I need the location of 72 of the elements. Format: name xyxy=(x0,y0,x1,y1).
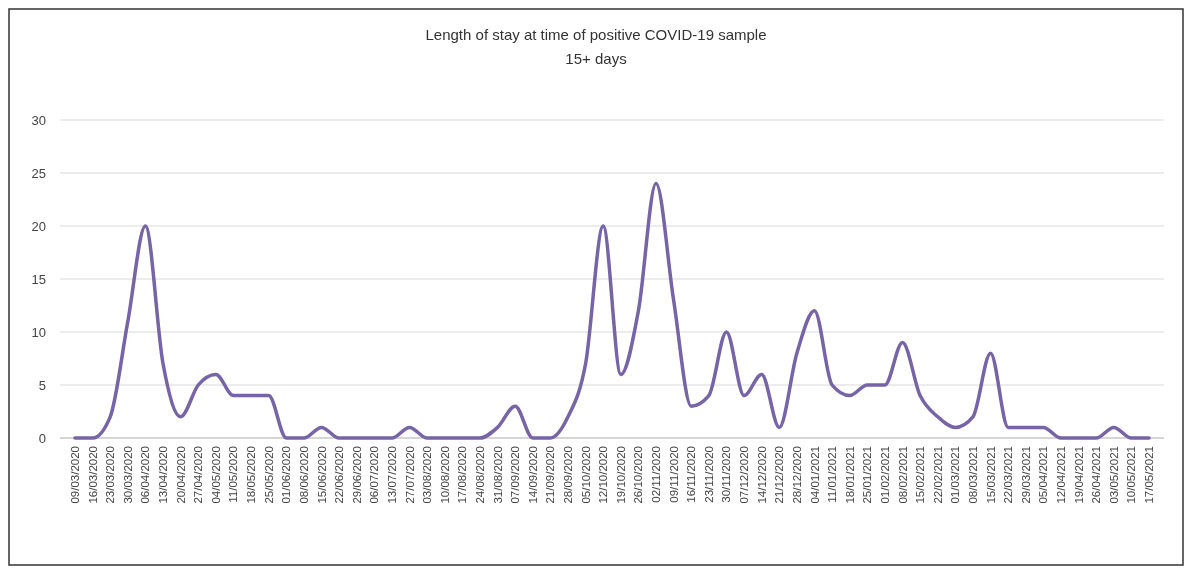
x-tick-label: 17/05/2021 xyxy=(1143,446,1156,504)
x-tick-label: 17/08/2020 xyxy=(456,446,469,504)
x-tick-label: 29/03/2021 xyxy=(1019,446,1032,504)
x-tick-label: 15/06/2020 xyxy=(315,446,328,504)
x-tick-label: 11/05/2020 xyxy=(227,446,240,503)
x-tick-label: 28/12/2020 xyxy=(790,446,803,504)
x-tick-label: 12/10/2020 xyxy=(597,446,610,504)
line-series xyxy=(73,181,1151,440)
x-tick-label: 18/05/2020 xyxy=(245,446,258,504)
x-tick-label: 01/02/2021 xyxy=(878,446,891,504)
x-tick-label: 26/10/2020 xyxy=(632,446,645,504)
x-tick-label: 29/06/2020 xyxy=(350,446,363,504)
x-tick-label: 06/04/2020 xyxy=(139,446,152,504)
x-tick-label: 08/06/2020 xyxy=(297,446,310,504)
x-tick-label: 18/01/2021 xyxy=(843,446,856,504)
x-tick-label: 10/05/2021 xyxy=(1125,446,1138,504)
x-tick-label: 28/09/2020 xyxy=(562,446,575,504)
x-tick-label: 19/04/2021 xyxy=(1072,446,1085,504)
y-tick-label: 20 xyxy=(31,218,46,234)
x-tick-label: 10/08/2020 xyxy=(438,446,451,504)
x-tick-label: 21/09/2020 xyxy=(544,446,557,504)
x-tick-label: 01/06/2020 xyxy=(280,446,293,504)
x-tick-label: 03/05/2021 xyxy=(1107,446,1120,504)
x-tick-label: 15/03/2021 xyxy=(984,446,997,504)
x-tick-label: 22/03/2021 xyxy=(1002,446,1015,504)
x-tick-label: 16/03/2020 xyxy=(86,446,99,504)
x-tick-label: 30/03/2020 xyxy=(121,446,134,504)
x-tick-label: 22/02/2021 xyxy=(931,446,944,504)
x-tick-label: 04/01/2021 xyxy=(808,446,821,504)
x-tick-label: 07/12/2020 xyxy=(738,446,751,504)
x-tick-label: 02/11/2020 xyxy=(650,446,663,503)
x-tick-label: 26/04/2021 xyxy=(1090,446,1103,504)
x-tick-label: 13/07/2020 xyxy=(385,446,398,504)
x-tick-label: 13/04/2020 xyxy=(157,446,170,504)
x-tick-label: 22/06/2020 xyxy=(333,446,346,504)
x-tick-label: 09/11/2020 xyxy=(667,446,680,503)
x-tick-label: 15/02/2021 xyxy=(914,446,927,504)
x-tick-label: 30/11/2020 xyxy=(720,446,733,503)
x-tick-label: 24/08/2020 xyxy=(473,446,486,504)
x-tick-label: 12/04/2021 xyxy=(1054,446,1067,504)
x-tick-label: 07/09/2020 xyxy=(509,446,522,504)
x-tick-label: 20/04/2020 xyxy=(174,446,187,504)
x-tick-label: 03/08/2020 xyxy=(421,446,434,504)
x-tick-label: 14/09/2020 xyxy=(526,446,539,504)
x-tick-label: 21/12/2020 xyxy=(773,446,786,504)
x-tick-label: 14/12/2020 xyxy=(755,446,768,504)
x-tick-label: 25/01/2021 xyxy=(861,446,874,504)
chart-subtitle: 15+ days xyxy=(565,50,627,67)
x-tick-label: 23/03/2020 xyxy=(104,446,117,504)
x-tick-label: 08/03/2021 xyxy=(966,446,979,504)
y-tick-label: 0 xyxy=(38,430,46,446)
chart-title: Length of stay at time of positive COVID-19 sample xyxy=(425,26,767,43)
x-tick-label: 11/01/2021 xyxy=(826,446,839,503)
x-tick-label: 09/03/2020 xyxy=(69,446,82,504)
y-tick-label: 5 xyxy=(38,377,46,393)
y-tick-label: 15 xyxy=(31,271,46,287)
x-tick-label: 08/02/2021 xyxy=(896,446,909,504)
x-tick-label: 25/05/2020 xyxy=(262,446,275,504)
x-tick-label: 05/04/2021 xyxy=(1037,446,1050,504)
x-tick-label: 27/07/2020 xyxy=(403,446,416,504)
x-tick-label: 16/11/2020 xyxy=(685,446,698,503)
x-tick-label: 19/10/2020 xyxy=(614,446,627,504)
x-tick-label: 05/10/2020 xyxy=(579,446,592,504)
y-tick-label: 10 xyxy=(31,324,46,340)
x-tick-label: 06/07/2020 xyxy=(368,446,381,504)
x-tick-label: 01/03/2021 xyxy=(949,446,962,504)
x-tick-label: 31/08/2020 xyxy=(491,446,504,504)
x-tick-label: 23/11/2020 xyxy=(702,446,715,503)
y-tick-label: 25 xyxy=(31,165,46,181)
x-tick-label: 27/04/2020 xyxy=(192,446,205,504)
x-tick-label: 04/05/2020 xyxy=(209,446,222,504)
y-tick-label: 30 xyxy=(31,112,46,128)
